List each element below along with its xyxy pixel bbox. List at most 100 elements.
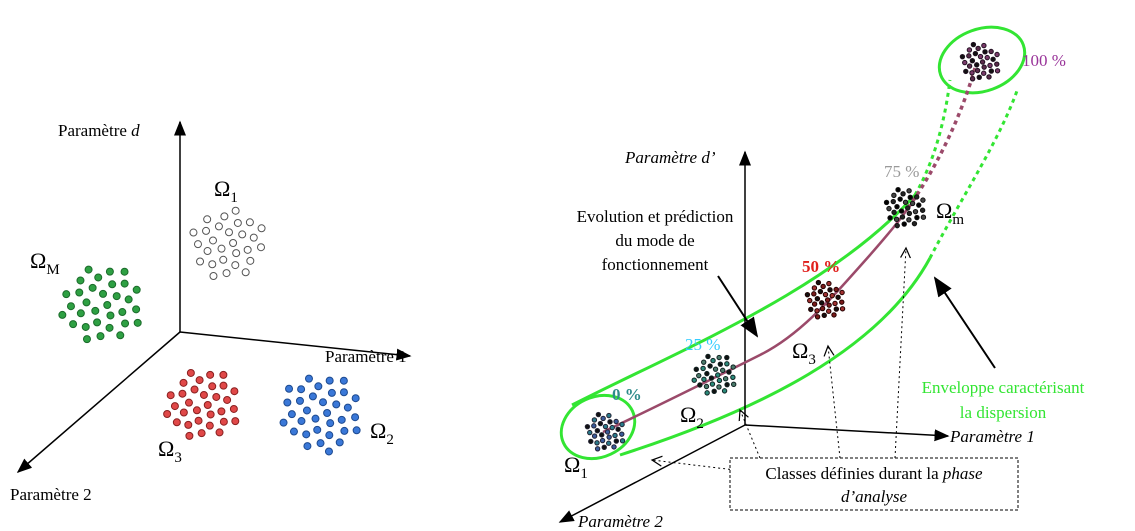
point (209, 272, 218, 281)
percent-label: 0 % (612, 385, 642, 404)
point (249, 233, 258, 242)
point (172, 418, 181, 427)
line: du mode de (615, 231, 694, 250)
line: fonctionnement (602, 255, 709, 274)
sub: 1 (230, 190, 238, 206)
point (604, 429, 611, 435)
point (912, 208, 919, 215)
envelope-edge (913, 79, 952, 196)
left-axes (16, 120, 412, 473)
point (243, 245, 252, 254)
point (103, 301, 112, 309)
point (118, 308, 127, 317)
point (981, 42, 987, 49)
point (901, 221, 907, 227)
line: Evolution et prédiction (577, 207, 734, 226)
point (314, 382, 323, 391)
point (203, 401, 212, 409)
point (704, 370, 710, 377)
point (76, 276, 85, 285)
point (730, 374, 736, 380)
point (893, 216, 900, 223)
point (231, 417, 240, 426)
point (981, 70, 987, 76)
point (613, 418, 619, 425)
point (339, 376, 348, 385)
sub: 2 (386, 432, 394, 448)
point (887, 215, 893, 221)
point (619, 438, 626, 444)
point (219, 381, 228, 390)
symbol: Ω (680, 402, 696, 427)
point (313, 425, 322, 434)
point (195, 376, 204, 385)
point (906, 188, 912, 194)
sub: M (46, 262, 59, 278)
point (588, 438, 594, 445)
symbol: Ω (564, 452, 580, 477)
point (99, 289, 108, 298)
point (120, 267, 129, 276)
point (82, 298, 91, 307)
point (883, 199, 890, 206)
percent-label: 75 % (884, 162, 919, 181)
class-label: Ω1 (564, 452, 588, 482)
axis-1 (179, 331, 412, 361)
point (913, 194, 920, 200)
axis-d-label: Paramètre d (58, 121, 140, 140)
box-line: Classes définies durant la phase (765, 464, 983, 483)
point-cluster (959, 41, 1001, 82)
point (351, 413, 360, 422)
point (703, 383, 710, 390)
point (839, 299, 845, 305)
point (220, 212, 229, 221)
point (229, 404, 238, 413)
point-cluster (279, 374, 361, 456)
point (721, 388, 728, 394)
point (994, 51, 1000, 58)
class-label: Ω3 (792, 338, 816, 368)
axis-2-label: Paramètre 2 (10, 485, 92, 504)
point (602, 423, 609, 430)
pointer (740, 410, 761, 459)
point (184, 398, 193, 407)
point (724, 354, 730, 361)
point (829, 292, 835, 299)
point (190, 385, 199, 394)
point (693, 366, 699, 373)
point (977, 53, 984, 60)
point (894, 222, 900, 229)
point (902, 199, 909, 205)
point (613, 438, 620, 444)
class-label: Ω2 (370, 418, 394, 448)
axis-2-label: Paramètre 2 (577, 512, 663, 531)
point (824, 297, 831, 303)
point (297, 385, 306, 394)
point (730, 364, 736, 370)
point (91, 306, 100, 315)
point (206, 410, 215, 419)
point (716, 377, 723, 384)
point (232, 249, 241, 258)
point (203, 215, 212, 224)
point (591, 417, 598, 423)
point (619, 431, 625, 437)
point (217, 407, 226, 416)
point (324, 447, 333, 456)
point-cluster (163, 368, 240, 440)
point (606, 440, 612, 446)
point (907, 194, 913, 201)
point (820, 283, 826, 290)
point (920, 197, 926, 203)
point (594, 428, 601, 434)
class-label: Ω3 (158, 436, 182, 466)
point (697, 382, 703, 388)
point (246, 256, 255, 265)
point (707, 363, 713, 369)
point (311, 414, 320, 423)
point (75, 288, 84, 297)
point-cluster (691, 353, 737, 396)
point (606, 434, 612, 440)
point (106, 311, 115, 320)
